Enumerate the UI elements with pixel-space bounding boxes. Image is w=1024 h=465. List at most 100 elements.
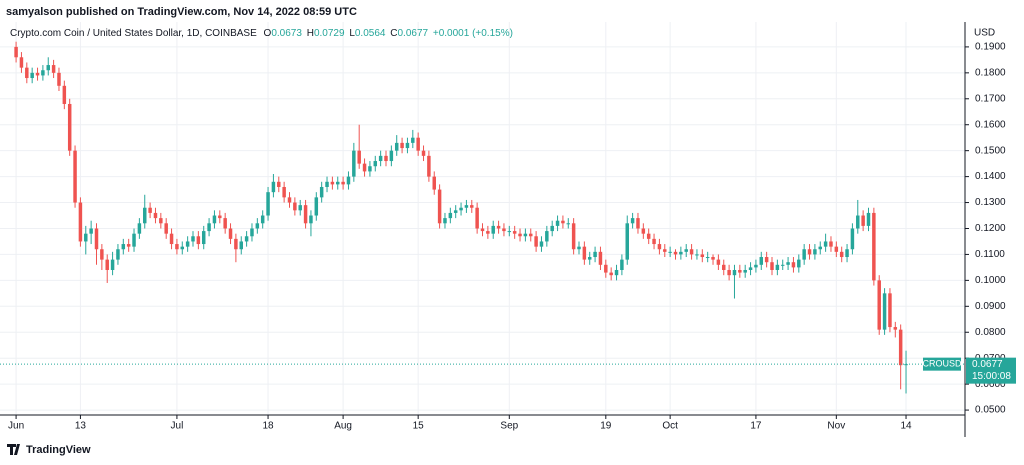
- candle-body: [823, 241, 828, 247]
- x-tick-label: Jun: [8, 421, 24, 432]
- candle-body: [679, 251, 683, 255]
- candle-body: [663, 249, 667, 252]
- candle-body: [636, 218, 640, 229]
- x-tick-label: Oct: [662, 421, 678, 432]
- candle-body: [100, 249, 104, 260]
- candle-body: [319, 186, 324, 198]
- candle-body: [357, 150, 361, 164]
- candle-body: [427, 155, 431, 177]
- x-tick-label: 14: [900, 421, 912, 432]
- candle-body: [775, 264, 780, 270]
- candle-body: [550, 225, 554, 232]
- candle-body: [523, 233, 528, 237]
- ticker-box: [923, 357, 961, 371]
- last-price-box: [966, 357, 1016, 384]
- last-price: 0.0677: [972, 359, 1003, 370]
- x-tick-label: Aug: [334, 421, 352, 432]
- candle-body: [829, 241, 833, 247]
- candle-body: [325, 181, 329, 187]
- logo: [7, 444, 20, 455]
- candle-body: [250, 228, 254, 237]
- candle-body: [722, 264, 726, 270]
- ticker: CROUSD: [922, 359, 962, 369]
- y-tick-label: 0.1900: [975, 42, 1006, 53]
- candle-body: [218, 215, 222, 219]
- candle-body: [759, 257, 764, 265]
- candle-body: [604, 264, 608, 273]
- candle-body: [121, 244, 126, 250]
- candle-body: [25, 67, 29, 79]
- candle-body: [598, 251, 603, 265]
- candle-body: [673, 251, 678, 255]
- candle-body: [545, 231, 549, 242]
- candle-body: [786, 262, 790, 265]
- candle-body: [57, 72, 61, 86]
- candle-body: [201, 231, 206, 245]
- candle-body: [695, 254, 699, 256]
- y-tick-label: 0.1800: [975, 67, 1006, 78]
- y-tick-label: 0.1700: [975, 93, 1006, 104]
- candle-body: [207, 223, 211, 232]
- candle-body: [555, 220, 560, 226]
- candle-body: [35, 72, 40, 76]
- legend-label: H: [307, 28, 314, 39]
- candle-body: [309, 215, 313, 224]
- header: samyalson published on TradingView.com, …: [6, 6, 357, 18]
- y-tick-label: 0.1400: [975, 171, 1006, 182]
- candle-body: [566, 223, 571, 225]
- candle-body: [877, 280, 881, 330]
- y-tick-label: 0.1200: [975, 223, 1006, 234]
- candle-body: [614, 269, 619, 276]
- candle-body: [620, 259, 624, 270]
- candle-body: [234, 238, 238, 250]
- candle-body: [432, 176, 436, 190]
- candle-body: [110, 259, 115, 270]
- candle-body: [105, 259, 109, 270]
- candle-body: [169, 233, 174, 245]
- candle-body: [228, 228, 233, 239]
- candle-body: [51, 65, 56, 73]
- candle-body: [754, 264, 758, 268]
- y-tick-label: 0.0800: [975, 327, 1006, 338]
- candle-body: [684, 249, 688, 252]
- candle-body: [888, 293, 892, 328]
- legend-change: +0.0001 (+0.15%): [433, 28, 513, 39]
- candle-body: [62, 85, 67, 104]
- candle-body: [802, 249, 806, 260]
- candle-body: [797, 259, 801, 268]
- candle-body: [303, 205, 308, 224]
- x-tick-label: 18: [262, 421, 274, 432]
- candle-body: [336, 181, 340, 185]
- legend-value: 0.0673: [271, 28, 302, 39]
- candle-body: [480, 228, 485, 232]
- candle-body: [700, 254, 705, 258]
- currency: USD: [974, 28, 995, 39]
- candle-body: [898, 329, 903, 366]
- candle-body: [78, 202, 83, 242]
- candle-body: [260, 215, 265, 224]
- candle-body: [212, 215, 217, 224]
- candle-body: [143, 207, 147, 224]
- candle-body: [872, 212, 876, 281]
- candle-body: [839, 251, 844, 258]
- candle-body: [73, 150, 77, 203]
- candle-body: [748, 267, 753, 270]
- candle-body: [818, 246, 822, 250]
- candle-body: [727, 269, 731, 276]
- candle-body: [646, 233, 651, 239]
- candle-body: [764, 257, 769, 263]
- candle-body: [346, 176, 351, 185]
- candle-body: [46, 65, 50, 71]
- candle-body: [159, 218, 163, 224]
- candle-body: [518, 233, 522, 237]
- candle-body: [400, 142, 404, 149]
- candle-body: [770, 262, 774, 270]
- candle-body: [287, 197, 292, 203]
- y-tick-label: 0.1000: [975, 275, 1006, 286]
- candle-body: [856, 215, 860, 229]
- candle-body: [571, 223, 576, 250]
- candle-body: [437, 189, 442, 224]
- y-tick-label: 0.0600: [975, 379, 1006, 390]
- candle-body: [175, 244, 179, 250]
